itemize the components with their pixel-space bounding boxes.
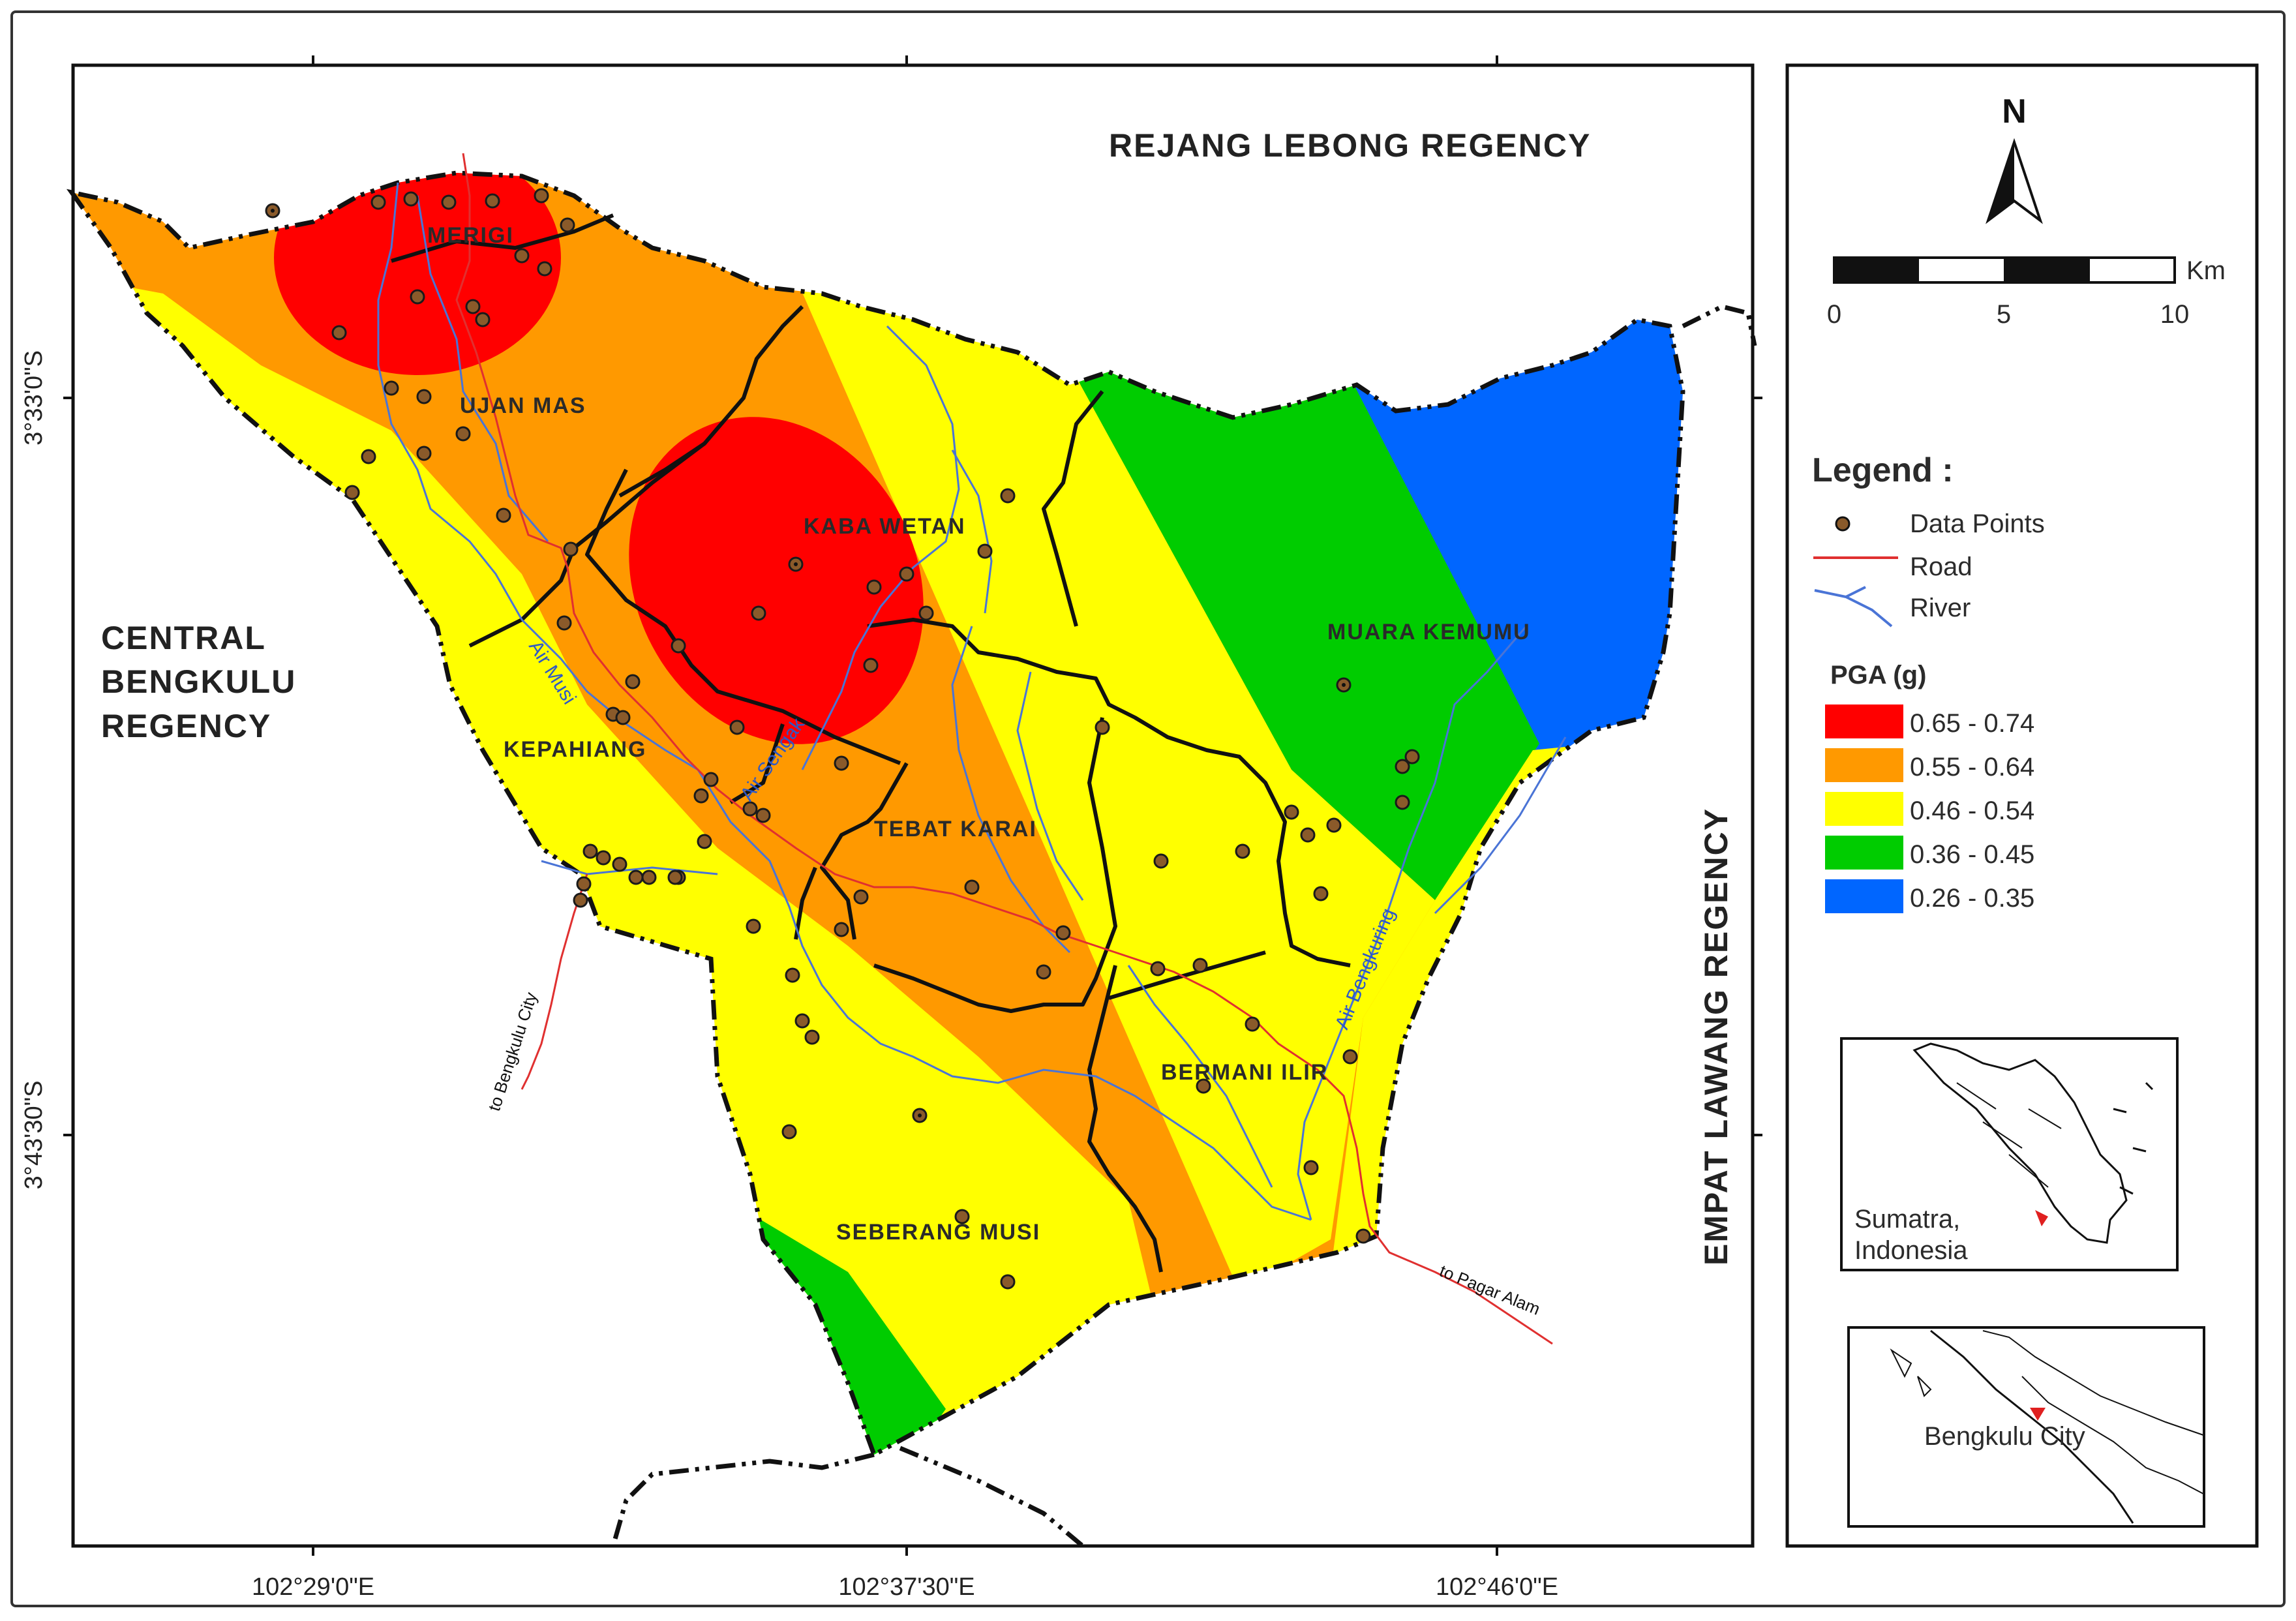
river-icon — [1814, 586, 1893, 628]
pga-swatch-2 — [1825, 748, 1903, 782]
inset-sumatra: Sumatra, Indonesia — [1840, 1037, 2179, 1271]
rivers — [377, 182, 1567, 1221]
pga-class-5: 0.26 - 0.35 — [1910, 884, 2034, 913]
pga-classes: 0.65 - 0.74 0.55 - 0.64 0.46 - 0.54 0.36… — [1825, 704, 2034, 913]
district-labels: MERIGI UJAN MAS KABA WETAN MUARA KEMUMU … — [427, 223, 1531, 1245]
region-label-east: EMPAT LAWANG REGENCY — [1698, 808, 1734, 1265]
district-label-ujan-mas: UJAN MAS — [460, 393, 586, 418]
pga-class-2: 0.55 - 0.64 — [1910, 753, 2034, 781]
district-label-kepahiang: KEPAHIANG — [504, 737, 647, 762]
district-label-bermani-ilir: BERMANI ILIR — [1161, 1060, 1328, 1085]
coastline — [1930, 1329, 2134, 1524]
inset-label-1: Sumatra, — [1854, 1205, 1960, 1234]
district-label-muara-kemumu: MUARA KEMUMU — [1327, 620, 1531, 644]
inset-bengkulu: Bengkulu City — [1847, 1326, 2205, 1528]
district-boundaries — [391, 213, 1351, 1273]
lon-label-2: 102°37'30"E — [838, 1573, 974, 1601]
lon-label-3: 102°46'0"E — [1436, 1573, 1558, 1601]
district-label-merigi: MERIGI — [427, 223, 514, 248]
district-label-seberang-musi: SEBERANG MUSI — [836, 1220, 1040, 1245]
study-area-boundary — [66, 170, 1685, 1459]
pga-class-4: 0.36 - 0.45 — [1910, 840, 2034, 869]
legend-symbols: Data Points Road River — [1813, 509, 2045, 628]
scale-tick-0: 0 — [1827, 300, 1841, 329]
scale-tick-5: 5 — [1997, 300, 2011, 329]
region-label-west-1: CENTRAL — [101, 620, 266, 656]
coordinate-ticks — [63, 55, 1762, 1556]
sumatra-outline — [1912, 1042, 2128, 1244]
legend-road: Road — [1910, 553, 1972, 581]
pga-swatch-5 — [1825, 879, 1903, 913]
pga-swatch-3 — [1825, 792, 1903, 826]
region-label-north: REJANG LEBONG REGENCY — [1109, 127, 1591, 164]
north-label: N — [2002, 93, 2027, 130]
pga-swatch-4 — [1825, 836, 1903, 870]
legend-river: River — [1910, 594, 1971, 622]
data-point-icon — [1835, 516, 1850, 532]
scale-bar: 0 5 10 Km — [1827, 256, 2226, 329]
lat-label-1: 3°33'0"S — [20, 350, 48, 446]
outside-boundaries — [611, 304, 1757, 1548]
pga-swatch-1 — [1825, 704, 1903, 738]
regency-labels: REJANG LEBONG REGENCY CENTRAL BENGKULU R… — [101, 127, 1734, 1265]
lat-label-2: 3°43'30"S — [20, 1081, 48, 1190]
coordinate-labels: 102°29'0"E 102°37'30"E 102°46'0"E 3°33'0… — [20, 350, 1558, 1601]
pga-title: PGA (g) — [1830, 661, 1926, 689]
pga-zone-red-kaba-wetan — [629, 417, 924, 744]
legend-title: Legend : — [1812, 451, 1954, 489]
region-label-west-2: BENGKULU — [101, 663, 296, 700]
pga-zone-yellow-east-1 — [783, 248, 1435, 1292]
scale-unit: Km — [2186, 256, 2226, 285]
district-label-tebat-karai: TEBAT KARAI — [874, 817, 1037, 841]
inset-location-marker — [2035, 1210, 2048, 1226]
pga-class-1: 0.65 - 0.74 — [1910, 709, 2034, 738]
bengkulu-marker — [2030, 1408, 2046, 1421]
region-label-west-3: REGENCY — [101, 708, 271, 744]
legend-data-points: Data Points — [1910, 509, 2045, 538]
lon-label-1: 102°29'0"E — [252, 1573, 374, 1601]
north-arrow: N — [1986, 93, 2043, 224]
inset-label-2: Indonesia — [1854, 1236, 1968, 1265]
scale-tick-10: 10 — [2160, 300, 2190, 329]
roads — [455, 153, 1553, 1345]
data-point-centers — [271, 209, 1346, 1117]
district-label-kaba-wetan: KABA WETAN — [804, 514, 966, 539]
pga-class-3: 0.46 - 0.54 — [1910, 796, 2034, 825]
pga-zone-green-east — [1070, 352, 1539, 900]
inset-bengkulu-label: Bengkulu City — [1924, 1422, 2085, 1451]
